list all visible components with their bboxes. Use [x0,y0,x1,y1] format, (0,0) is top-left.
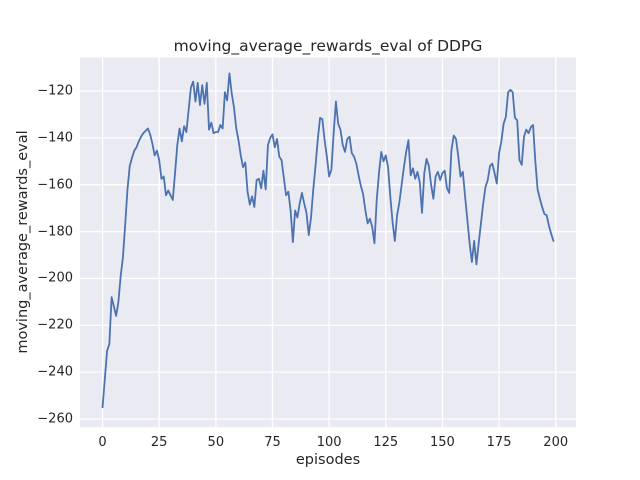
x-tick-label: 0 [98,435,107,450]
y-tick-label: −160 [37,177,73,193]
x-tick-label: 25 [150,435,168,450]
x-tick-label: 175 [486,435,512,450]
x-tick-label: 75 [264,435,281,450]
x-tick-label: 50 [207,435,225,450]
y-tick-label: −240 [37,364,73,380]
x-tick-label: 200 [543,435,569,450]
x-axis-label: episodes [295,452,361,468]
y-tick-label: −200 [37,270,73,286]
x-tick-label: 150 [430,435,455,450]
y-tick-label: −220 [37,317,73,333]
y-tick-label: −180 [37,224,73,240]
y-tick-label: −140 [37,130,73,146]
chart-title: moving_average_rewards_eval of DDPG [173,37,483,55]
y-tick-label: −260 [37,411,73,427]
x-tick-label: 125 [373,435,399,450]
axes-background [80,57,576,428]
reward-line [101,72,555,409]
y-axis-label: moving_average_rewards_eval [15,130,31,354]
y-tick-label: −120 [37,83,73,99]
x-tick-label: 100 [316,435,342,450]
